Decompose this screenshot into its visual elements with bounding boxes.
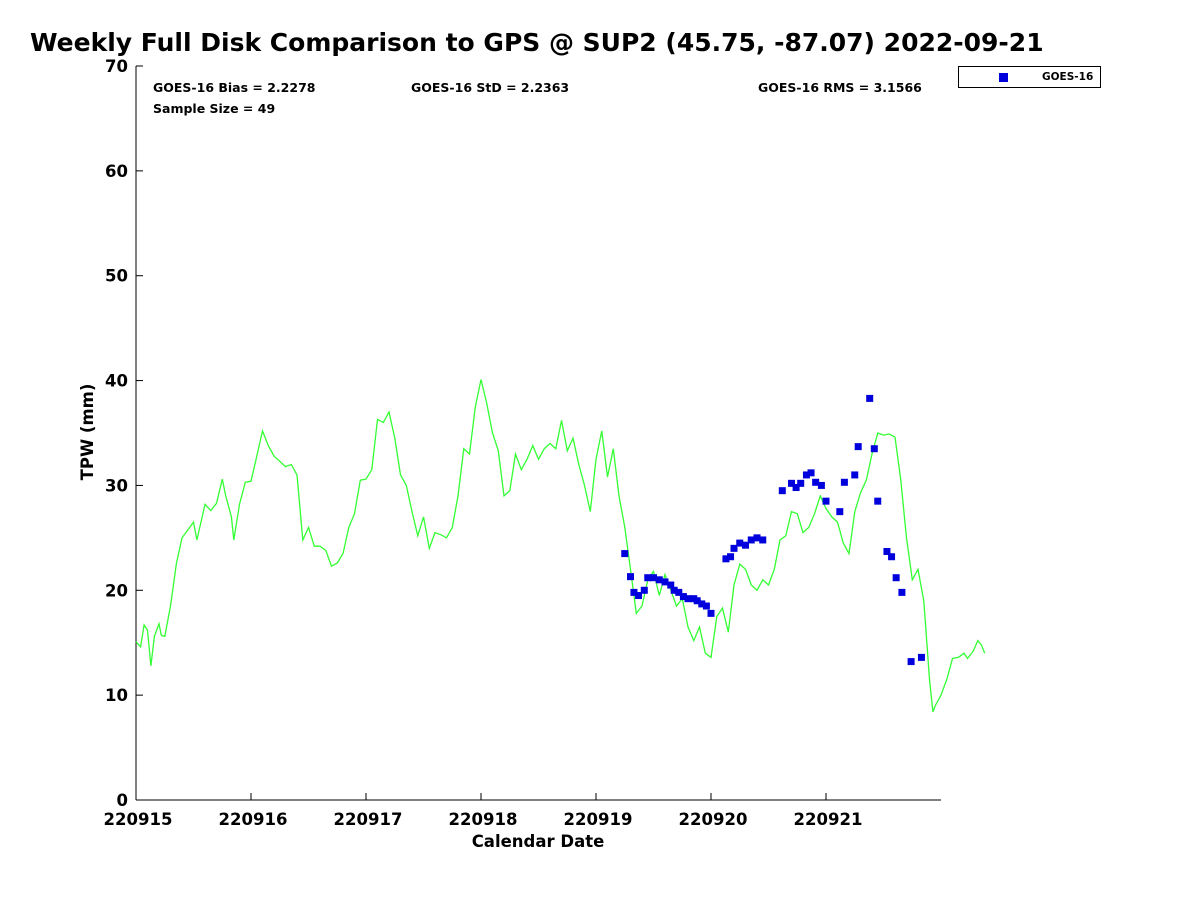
x-tick-label: 220916	[219, 810, 288, 829]
goes-16-point	[797, 479, 805, 487]
chart-title: Weekly Full Disk Comparison to GPS @ SUP…	[30, 28, 1044, 57]
goes-16-point	[874, 497, 882, 505]
goes-16-point	[644, 574, 652, 582]
goes-16-point	[788, 479, 795, 487]
goes-16-point	[870, 445, 878, 453]
goes-16-point	[854, 443, 862, 451]
goes-16-point	[753, 534, 761, 542]
x-tick-label: 220918	[449, 810, 518, 829]
goes-16-point	[883, 547, 891, 555]
goes-16-point	[727, 553, 735, 561]
goes-16-point	[627, 573, 634, 581]
goes-16-point	[851, 471, 859, 479]
goes-16-point	[802, 471, 810, 479]
plot-frame	[135, 66, 941, 801]
goes-16-point	[742, 541, 749, 549]
goes-16-point	[898, 588, 906, 596]
goes-16-point	[792, 484, 800, 492]
goes-16-point	[840, 478, 848, 486]
goes-16-point	[679, 593, 687, 601]
y-axis-label: TPW (mm)	[78, 384, 97, 481]
gps-tpw-line	[135, 379, 986, 713]
y-tick-label: 0	[117, 791, 128, 810]
goes-16-point	[888, 553, 896, 561]
goes-16-point	[650, 574, 657, 582]
y-tick-label: 60	[105, 162, 128, 181]
y-tick-label: 70	[105, 57, 128, 76]
y-tick-label: 30	[105, 476, 128, 495]
y-tick-label: 50	[105, 267, 128, 286]
y-tick-label: 10	[105, 686, 128, 705]
goes-16-point	[822, 497, 830, 505]
goes-16-point	[907, 658, 915, 666]
gps-line-layer	[135, 379, 986, 713]
goes-16-point	[807, 469, 815, 477]
std-stat: GOES-16 StD = 2.2363	[411, 80, 570, 95]
sample-size-stat: Sample Size = 49	[153, 101, 276, 116]
goes-16-point	[640, 586, 648, 594]
y-tick-label: 20	[105, 581, 128, 600]
goes-16-point	[702, 602, 710, 610]
goes-16-point	[661, 578, 669, 586]
goes-16-point	[630, 588, 638, 596]
x-axis-label: Calendar Date	[472, 832, 605, 851]
legend: GOES-16	[958, 66, 1101, 88]
goes-16-point	[730, 544, 738, 552]
x-tick-label: 220920	[679, 810, 748, 829]
goes-16-point	[836, 508, 844, 516]
rms-stat: GOES-16 RMS = 3.1566	[758, 80, 922, 95]
x-tick-label: 220919	[564, 810, 633, 829]
goes-16-point	[817, 481, 825, 489]
goes-16-point	[621, 550, 629, 558]
goes-16-point	[892, 574, 900, 582]
goes-16-point	[655, 576, 663, 584]
goes-16-point	[812, 478, 820, 486]
goes-16-point	[759, 536, 767, 544]
x-tick-label: 220917	[334, 810, 403, 829]
goes-16-point	[747, 536, 755, 544]
legend-label: GOES-16	[1042, 71, 1094, 83]
goes-16-point	[635, 592, 643, 600]
goes-16-point	[778, 487, 786, 495]
goes-16-point	[675, 588, 683, 596]
goes-16-point	[684, 595, 692, 603]
goes-16-point	[667, 581, 675, 589]
legend-marker	[999, 73, 1008, 82]
goes-16-point	[736, 539, 744, 547]
x-tick-label: 220915	[104, 810, 173, 829]
goes-16-point	[698, 600, 706, 608]
goes-16-point	[917, 653, 925, 661]
goes-16-point	[693, 597, 701, 605]
goes-points-layer	[621, 394, 925, 666]
x-axis: 220915 220916 220917 220918 220919 220920 2209…	[104, 793, 863, 829]
goes-16-point	[722, 555, 730, 563]
y-axis: 0 10 20 30 40 50 60 70	[105, 57, 143, 810]
bias-stat: GOES-16 Bias = 2.2278	[153, 80, 316, 95]
goes-16-point	[866, 394, 874, 402]
goes-16-point	[707, 609, 715, 617]
x-tick-label: 220921	[794, 810, 863, 829]
goes-16-point	[670, 586, 678, 594]
y-tick-label: 40	[105, 372, 128, 391]
